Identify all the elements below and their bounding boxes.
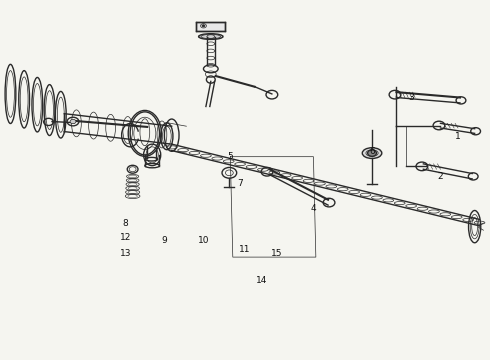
Text: 14: 14 [256,276,268,285]
Text: 5: 5 [227,152,233,161]
Text: 3: 3 [408,93,414,102]
Text: 6: 6 [369,147,375,156]
Circle shape [70,120,76,124]
Circle shape [368,150,376,156]
Text: 13: 13 [120,249,131,258]
Circle shape [202,25,205,27]
Text: 4: 4 [311,204,316,213]
Text: 11: 11 [239,246,251,255]
Ellipse shape [362,148,382,158]
Text: 9: 9 [162,237,167,246]
Text: 8: 8 [122,219,128,228]
Text: 1: 1 [455,132,461,141]
Text: 7: 7 [237,179,243,188]
Text: 15: 15 [271,249,283,258]
Ellipse shape [198,34,223,40]
Text: 10: 10 [198,237,209,246]
Bar [196,22,225,31]
Text: 12: 12 [120,233,131,242]
Text: 2: 2 [438,172,443,181]
